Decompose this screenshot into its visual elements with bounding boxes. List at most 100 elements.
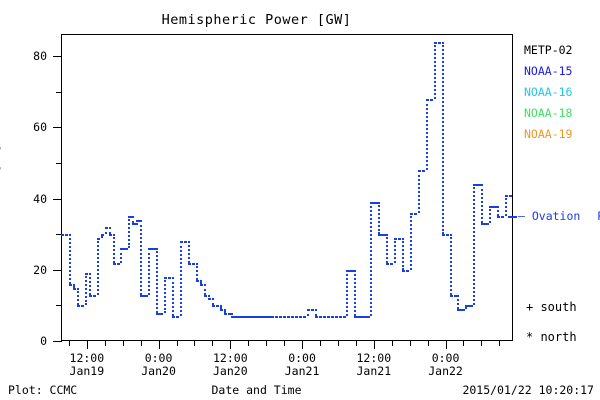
data-step-segment [247,316,251,319]
y-tick-major [53,269,62,271]
data-step-segment [405,269,410,272]
data-step-segment [88,294,93,297]
y-tick-major [53,198,62,200]
legend-marker-south: + south [526,300,577,314]
data-step-segment [172,316,176,319]
data-step-connector [481,184,484,224]
data-step-segment [211,305,216,308]
data-step-segment [64,234,69,237]
data-step-segment [251,316,255,319]
data-step-segment [271,316,275,319]
legend-item-noaa-19: NOAA-19 [524,124,572,145]
data-step-segment [203,294,208,297]
data-step-connector [132,216,135,224]
data-step-segment [72,287,77,290]
data-step-segment [124,248,128,251]
data-step-connector [96,237,99,295]
data-step-segment [140,294,144,297]
data-step-segment [183,241,188,244]
data-step-segment [322,316,327,319]
x-tick-label: 12:00 Jan21 [356,351,392,378]
data-step-segment [437,41,442,44]
y-axis-title: P [GW] [0,144,2,186]
data-step-segment [310,308,315,311]
data-step-segment [330,316,334,319]
data-step-connector [187,241,190,263]
data-step-segment [485,223,489,226]
x-tick-label: 0:00 Jan22 [428,351,463,378]
y-tick-label: 40 [33,191,47,206]
data-step-segment [267,316,271,319]
data-step-segment [477,184,481,187]
data-step-segment [390,262,394,265]
x-tick-minor [391,341,393,346]
x-tick-minor [320,341,321,346]
data-step-connector [140,219,143,295]
data-step-connector [433,41,436,99]
data-step-segment [219,308,223,311]
data-series-ovation [61,34,513,341]
data-step-connector [378,202,381,235]
data-step-segment [283,316,287,319]
legend-label: METP-02 [524,43,573,57]
legend-item-metp-02: METP-02 [524,40,572,61]
x-tick-major [445,341,447,349]
data-step-segment [175,316,180,319]
data-step-segment [108,234,112,237]
data-step-segment [287,316,291,319]
data-step-connector [108,227,111,235]
data-step-segment [132,223,136,226]
y-tick-label: 0 [40,334,47,348]
data-step-segment [493,205,497,208]
data-step-segment [421,170,426,172]
y-tick-label: 60 [33,120,47,135]
data-step-segment [294,316,299,319]
x-tick-minor [284,341,286,346]
ovation-legend-dash-icon [508,216,517,218]
data-step-segment [112,262,116,265]
data-step-connector [104,227,107,235]
data-step-connector [354,269,357,317]
plot-frame [61,34,513,341]
x-tick-minor [355,341,357,346]
x-tick-major [230,341,232,349]
data-step-connector [386,234,389,263]
data-step-connector [172,276,175,317]
x-tick-label: 0:00 Jan21 [284,351,320,378]
data-step-segment [457,308,461,311]
legend-item-noaa-16: NOAA-16 [524,82,572,103]
data-step-segment [298,316,303,319]
x-tick-minor [481,341,483,346]
data-step-connector [195,262,198,281]
data-step-segment [453,294,457,297]
x-tick-minor [337,341,339,346]
data-step-segment [382,234,386,237]
data-step-connector [219,305,222,309]
data-step-connector [457,294,460,309]
data-step-connector [112,234,115,263]
plot-timestamp: 2015/01/22 10:20:17 [462,383,594,397]
data-step-segment [318,316,323,319]
data-step-connector [72,284,75,288]
y-tick-label: 20 [33,262,47,277]
data-step-connector [148,248,151,295]
data-step-connector [449,234,452,295]
data-step-segment [191,262,196,265]
data-step-connector [76,287,79,306]
data-step-segment [338,316,342,319]
data-step-segment [187,262,192,265]
data-step-connector [179,241,182,317]
data-step-connector [417,170,420,213]
data-step-segment [235,316,239,319]
data-step-segment [350,269,354,272]
y-tick-major [53,127,62,129]
data-step-connector [136,219,139,224]
data-step-segment [215,305,219,308]
y-tick-label: 80 [33,49,47,63]
legend-item-noaa-18: NOAA-18 [524,103,572,124]
legend-item-noaa-15: NOAA-15 [524,61,572,82]
y-tick-minor [56,91,62,93]
data-step-connector [164,276,167,313]
data-step-segment [366,316,370,319]
data-step-connector [207,294,210,299]
